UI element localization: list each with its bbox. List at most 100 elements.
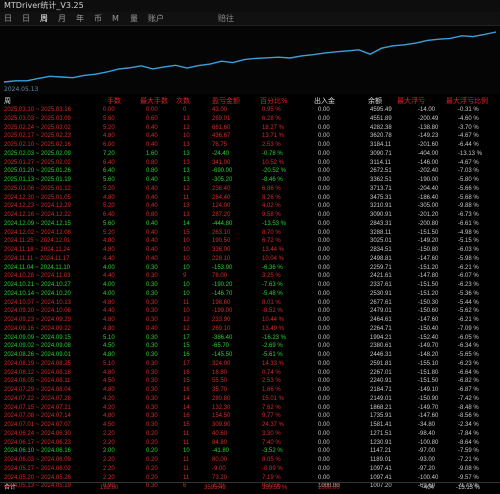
tab-bar: 日 日 周 月 年 币 M 量 账户 赔往 xyxy=(0,12,500,26)
row-io: 0.00 xyxy=(318,404,330,411)
tab-volume[interactable]: 量 xyxy=(130,14,138,23)
row-max-lots: 0.40 xyxy=(146,229,158,236)
table-row: 2024.10.28 ~ 2024.11.03 4.40 0.30 9 78.00 3.2… xyxy=(0,272,500,281)
row-pnl: 198.60 xyxy=(212,299,231,306)
table-row: 2024.05.13 ~ 2024.05.19 0.90 0.30 6 7.20 0.72… xyxy=(0,482,500,491)
row-balance: 2446.31 xyxy=(370,352,392,358)
row-balance: 3090.91 xyxy=(370,212,392,218)
row-io: 0.00 xyxy=(318,282,330,288)
row-io: 0.00 xyxy=(318,317,330,323)
tab-month[interactable]: 月 xyxy=(58,14,66,23)
table-row: 2024.09.02 ~ 2024.09.08 4.50 0.30 15 -65.70 -… xyxy=(0,342,500,351)
row-count: 11 xyxy=(183,194,190,201)
tab-day-1[interactable]: 日 xyxy=(4,14,12,23)
row-io: 0.00 xyxy=(318,159,330,166)
row-max-dd-pct: -6.07 % xyxy=(458,273,479,280)
row-pnl: 228.10 xyxy=(212,255,231,262)
header-lots: 手数 xyxy=(107,97,121,105)
row-max-dd-pct: -5.66 % xyxy=(458,185,479,192)
table-row: 2024.09.23 ~ 2024.09.29 4.80 0.30 12 233.90 1… xyxy=(0,316,500,325)
row-max-dd: -93.00 xyxy=(418,457,436,463)
row-period: 2024.11.18 ~ 2024.11.24 xyxy=(4,247,71,253)
row-max-dd: -155.10 xyxy=(418,360,439,367)
tab-m[interactable]: M xyxy=(112,14,119,23)
row-io: 0.00 xyxy=(318,448,330,455)
row-max-dd: -100.40 xyxy=(418,474,439,481)
row-max-lots: 0.30 xyxy=(146,273,158,280)
table-row: 2025.02.24 ~ 2025.03.02 5.20 0.40 12 661.60 1… xyxy=(0,124,500,133)
tab-account[interactable]: 账户 xyxy=(148,14,164,23)
row-period: 2024.07.22 ~ 2024.07.28 xyxy=(4,395,71,402)
row-io: 0.00 xyxy=(318,185,330,192)
row-io: 0.00 xyxy=(318,133,330,140)
row-io: 0.00 xyxy=(318,150,330,157)
row-max-lots: 0.40 xyxy=(146,238,158,245)
row-pct: -3.52 % xyxy=(262,448,283,455)
row-pct: 8.05 % xyxy=(262,457,281,463)
row-balance: 2267.01 xyxy=(370,369,392,376)
row-max-dd-pct: -6.73 % xyxy=(458,212,479,218)
row-io: 0.00 xyxy=(318,299,330,306)
tab-currency[interactable]: 币 xyxy=(94,14,102,23)
tab-loss[interactable]: 赔往 xyxy=(218,14,234,23)
row-balance: 1147.21 xyxy=(370,448,392,455)
row-io: 0.00 xyxy=(318,395,330,402)
table-row: 2024.05.20 ~ 2024.05.26 2.20 0.20 11 73.20 7.… xyxy=(0,474,500,483)
row-pct: 0.74 % xyxy=(262,369,281,376)
row-count: 15 xyxy=(183,378,190,385)
tab-week[interactable]: 周 xyxy=(40,14,48,23)
row-max-lots: 0.30 xyxy=(146,422,158,428)
row-period: 2025.01.27 ~ 2025.02.02 xyxy=(4,159,71,166)
table-row: 2024.06.24 ~ 2024.06.30 2.20 0.20 11 40.60 3.… xyxy=(0,430,500,439)
row-max-dd-pct: -7.59 % xyxy=(458,448,479,455)
row-balance: 1868.21 xyxy=(370,404,392,411)
row-max-dd: -98.40 xyxy=(418,430,436,437)
row-max-dd: -149.70 xyxy=(418,404,439,411)
row-period: 2024.07.01 ~ 2024.07.07 xyxy=(4,422,71,428)
row-balance: 3184.11 xyxy=(370,142,392,148)
row-pct: 0.95 % xyxy=(262,107,281,113)
row-pnl: 84.80 xyxy=(212,439,228,446)
row-balance: 4551.89 xyxy=(370,115,392,122)
row-pct: -8.52 % xyxy=(262,308,283,315)
row-period: 2024.12.23 ~ 2024.12.29 xyxy=(4,203,71,210)
row-period: 2024.12.16 ~ 2024.12.22 xyxy=(4,212,71,218)
row-pnl: 341.00 xyxy=(212,159,231,166)
row-lots: 6.40 xyxy=(103,212,115,218)
row-io: 0.00 xyxy=(318,142,330,148)
row-max-dd: -149.20 xyxy=(418,238,439,245)
row-io: 0.00 xyxy=(318,229,330,236)
table-row: 2024.06.10 ~ 2024.06.16 2.00 0.20 10 -41.80 -… xyxy=(0,447,500,456)
row-count: 13 xyxy=(183,150,190,157)
row-io: 1000.00 xyxy=(318,483,340,490)
row-pnl: 336.00 xyxy=(212,247,231,253)
table-row: 2025.01.13 ~ 2025.01.19 5.60 0.40 13 -305.20… xyxy=(0,176,500,185)
tab-year[interactable]: 年 xyxy=(76,14,84,23)
row-balance: 3620.78 xyxy=(370,133,392,140)
table-row: 2024.07.08 ~ 2024.07.14 4.80 0.30 16 154.50 9… xyxy=(0,412,500,421)
row-period: 2025.02.17 ~ 2025.02.23 xyxy=(4,133,71,140)
row-max-lots: 0.40 xyxy=(146,247,158,253)
row-max-dd: -152.40 xyxy=(418,334,439,341)
row-balance: 3090.71 xyxy=(370,150,392,157)
tab-day-2[interactable]: 日 xyxy=(22,14,30,23)
table-row: 2024.11.11 ~ 2024.11.17 4.40 0.40 10 228.10 1… xyxy=(0,255,500,264)
row-io: 0.00 xyxy=(318,387,330,393)
row-max-dd-pct: -5.65 % xyxy=(458,352,479,358)
row-io: 0.00 xyxy=(318,177,330,183)
row-max-dd-pct: -3.70 % xyxy=(458,124,479,131)
row-max-dd: -34.80 xyxy=(418,422,436,428)
row-max-lots: 0.30 xyxy=(146,395,158,402)
row-count: 13 xyxy=(183,159,190,166)
table-row: 2024.08.19 ~ 2024.08.25 5.10 0.30 17 324.00 1… xyxy=(0,360,500,369)
row-pnl: 263.10 xyxy=(212,229,231,236)
row-max-dd: -200.80 xyxy=(418,220,439,227)
row-pnl: 78.75 xyxy=(212,142,228,148)
row-period: 2024.06.10 ~ 2024.06.16 xyxy=(4,448,71,455)
weekly-table: 2025.03.10 ~ 2025.03.16 0.00 0.00 0 43.00 0.9… xyxy=(0,106,500,491)
row-io: 0.00 xyxy=(318,203,330,210)
row-max-dd-pct: -0.31 % xyxy=(458,107,479,113)
row-lots: 4.80 xyxy=(103,194,115,201)
row-lots: 5.60 xyxy=(103,177,115,183)
row-max-dd-pct: -6.21 % xyxy=(458,264,479,271)
